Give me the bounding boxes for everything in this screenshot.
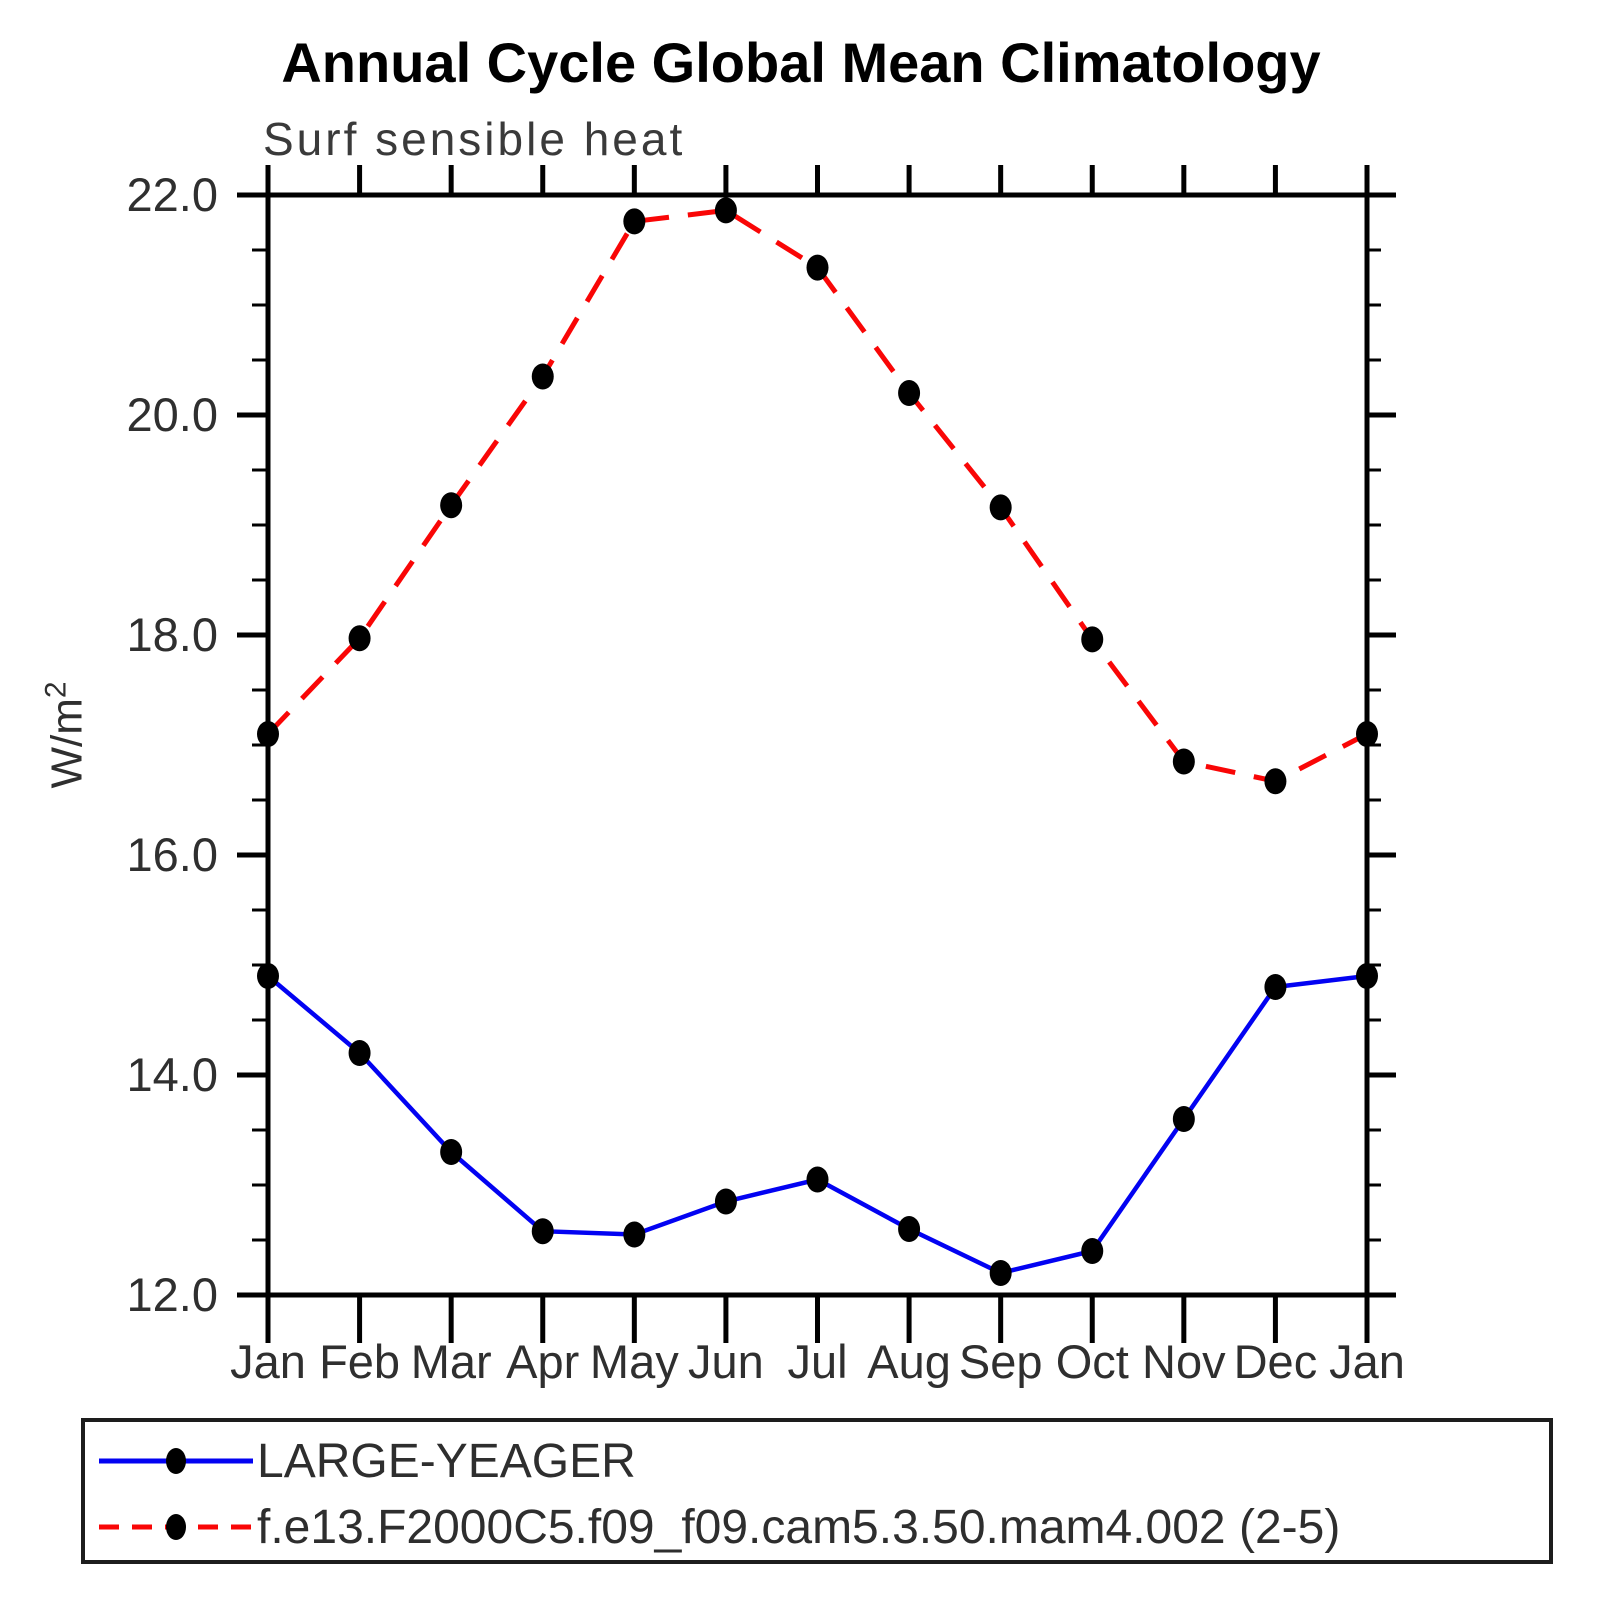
data-point-marker bbox=[1172, 1106, 1195, 1132]
data-point-marker bbox=[623, 208, 646, 235]
data-point-marker bbox=[806, 1166, 829, 1193]
data-point-marker bbox=[989, 494, 1012, 521]
data-point-marker bbox=[257, 963, 279, 989]
legend-swatch-dashed-line bbox=[99, 1514, 253, 1540]
x-tick-label: Jul bbox=[787, 1335, 847, 1388]
y-axis-label-exponent: 2 bbox=[39, 681, 73, 699]
legend-label-model-run: f.e13.F2000C5.f09_f09.cam5.3.50.mam4.002… bbox=[257, 1500, 1341, 1554]
legend-box: LARGE-YEAGER f.e13.F2000C5.f09_f09.cam5.… bbox=[81, 1418, 1553, 1564]
x-tick-label: Feb bbox=[319, 1335, 400, 1388]
data-point-marker bbox=[1081, 1238, 1104, 1264]
x-tick-label: May bbox=[590, 1335, 679, 1388]
y-tick-label: 14.0 bbox=[127, 1048, 218, 1101]
data-point-marker bbox=[714, 197, 737, 224]
data-point-marker bbox=[898, 1216, 921, 1242]
legend-label-large-yeager: LARGE-YEAGER bbox=[257, 1434, 636, 1488]
data-point-marker bbox=[348, 625, 371, 652]
x-tick-label: Apr bbox=[506, 1335, 579, 1388]
chart-title: Annual Cycle Global Mean Climatology bbox=[281, 31, 1321, 94]
x-tick-label: Jan bbox=[230, 1335, 306, 1388]
data-point-marker bbox=[348, 1040, 371, 1066]
x-tick-label: Jan bbox=[1329, 1335, 1405, 1388]
data-point-marker bbox=[440, 1139, 463, 1165]
data-point-marker bbox=[257, 721, 279, 747]
legend-marker-dot bbox=[166, 1448, 186, 1474]
data-point-marker bbox=[989, 1260, 1012, 1286]
y-tick-label: 12.0 bbox=[127, 1268, 218, 1321]
x-tick-label: Nov bbox=[1142, 1335, 1226, 1388]
y-axis-label: W/m2 bbox=[40, 681, 93, 788]
data-point-marker bbox=[1264, 974, 1287, 1000]
legend-item-model-run: f.e13.F2000C5.f09_f09.cam5.3.50.mam4.002… bbox=[97, 1500, 1341, 1554]
y-tick-label: 22.0 bbox=[127, 168, 218, 221]
series-line-large-yeager bbox=[266, 973, 1368, 1276]
data-point-marker bbox=[1356, 721, 1378, 747]
series-line-model-run bbox=[266, 207, 1369, 784]
legend-swatch-solid-line bbox=[99, 1448, 253, 1474]
data-point-marker bbox=[531, 1218, 554, 1245]
data-point-marker bbox=[1081, 626, 1104, 653]
data-point-marker bbox=[806, 254, 829, 281]
data-point-marker bbox=[1264, 768, 1287, 795]
data-point-marker bbox=[1172, 748, 1195, 775]
data-point-marker bbox=[531, 363, 554, 390]
y-tick-label: 18.0 bbox=[127, 608, 218, 661]
x-tick-label: Mar bbox=[411, 1335, 492, 1388]
x-tick-label: Dec bbox=[1234, 1335, 1318, 1388]
data-point-marker bbox=[898, 380, 921, 406]
y-axis-label-base: W/m bbox=[42, 698, 92, 789]
data-point-marker bbox=[714, 1188, 737, 1215]
x-tick-label: Sep bbox=[959, 1335, 1043, 1388]
x-tick-label: Oct bbox=[1056, 1335, 1129, 1388]
data-point-marker bbox=[440, 492, 463, 519]
data-point-marker bbox=[623, 1221, 646, 1248]
data-point-marker bbox=[1356, 963, 1378, 989]
legend-marker-dot bbox=[166, 1514, 186, 1540]
x-tick-label: Jun bbox=[688, 1335, 764, 1388]
legend-item-large-yeager: LARGE-YEAGER bbox=[97, 1434, 636, 1488]
x-tick-label: Aug bbox=[867, 1335, 951, 1388]
y-tick-label: 20.0 bbox=[127, 388, 218, 441]
chart-subtitle: Surf sensible heat bbox=[263, 113, 686, 165]
y-tick-label: 16.0 bbox=[127, 828, 218, 881]
